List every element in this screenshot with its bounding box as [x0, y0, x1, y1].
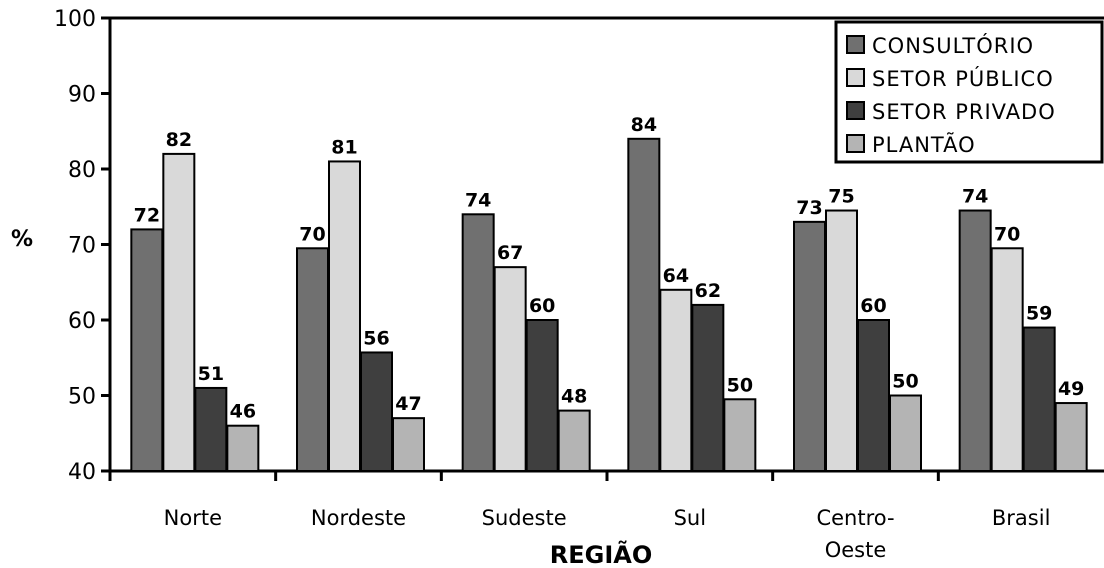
legend-entry: SETOR PÚBLICO — [872, 66, 1054, 91]
data-label: 50 — [892, 371, 918, 393]
legend-entry: PLANTÃO — [872, 131, 976, 157]
data-label: 50 — [727, 374, 753, 396]
bar — [1054, 402, 1088, 472]
x-tick-label: Brasil — [992, 506, 1051, 530]
y-axis-label: % — [11, 227, 33, 252]
legend-swatch — [846, 134, 865, 153]
bar — [525, 319, 559, 472]
data-label: 46 — [230, 401, 256, 423]
x-tick-label: Sul — [674, 506, 706, 530]
bar — [723, 398, 757, 472]
bar — [194, 386, 228, 473]
data-label: 74 — [465, 189, 491, 211]
bar — [162, 152, 196, 472]
bar — [1022, 326, 1056, 472]
data-label: 51 — [198, 363, 224, 385]
y-tick-label: 60 — [68, 309, 96, 334]
data-label: 70 — [299, 223, 325, 245]
legend-swatch — [846, 35, 865, 54]
y-tick-label: 80 — [68, 158, 96, 183]
legend-swatch — [846, 101, 865, 120]
data-label: 81 — [331, 136, 357, 158]
legend-entry: SETOR PRIVADO — [872, 100, 1056, 124]
legend-box — [834, 20, 1104, 164]
bar — [825, 209, 858, 472]
data-label: 84 — [631, 114, 657, 136]
data-label: 72 — [134, 204, 160, 226]
bar — [360, 351, 393, 472]
x-tick-label: Oeste — [825, 538, 887, 562]
bar — [130, 228, 164, 472]
legend-swatch — [846, 68, 865, 87]
bar — [627, 137, 661, 473]
bar — [659, 288, 693, 472]
bar — [990, 247, 1024, 472]
y-tick-label: 90 — [68, 83, 96, 108]
data-label: 67 — [497, 242, 523, 264]
bar — [461, 213, 495, 473]
data-label: 59 — [1026, 303, 1052, 325]
y-tick-label: 70 — [68, 234, 96, 259]
bar — [557, 409, 591, 473]
data-label: 62 — [695, 280, 721, 302]
y-tick-label: 40 — [68, 460, 96, 485]
bar — [793, 220, 826, 472]
legend: CONSULTÓRIO SETOR PÚBLICO SETOR PRIVADO PLA… — [834, 20, 1104, 164]
data-label: 64 — [663, 265, 689, 287]
data-label: 48 — [561, 386, 587, 408]
bar — [392, 417, 425, 472]
bar — [889, 394, 922, 472]
plot-marks: 40 50 60 70 80 90 100 72 82 51 46 Norte 70 81 56 47 Nord… — [54, 7, 1104, 562]
data-label: 56 — [363, 327, 389, 349]
data-label: 82 — [166, 129, 192, 151]
bar — [226, 424, 260, 473]
y-tick-label: 100 — [54, 7, 96, 32]
data-label: 75 — [828, 186, 854, 208]
data-label: 49 — [1058, 378, 1084, 400]
data-label: 70 — [994, 223, 1020, 245]
x-tick-label: Norte — [164, 506, 222, 530]
x-axis-label: REGIÃO — [550, 540, 652, 568]
legend-entry: CONSULTÓRIO — [872, 33, 1034, 58]
bar — [493, 266, 527, 472]
x-tick-label: Sudeste — [482, 506, 567, 530]
data-label: 47 — [395, 393, 421, 415]
bar — [296, 247, 329, 472]
y-tick-label: 50 — [68, 385, 96, 410]
data-label: 60 — [860, 295, 886, 317]
bar — [691, 303, 725, 472]
data-label: 73 — [796, 197, 822, 219]
x-tick-label: Centro- — [816, 506, 894, 530]
data-label: 74 — [962, 186, 988, 208]
bar — [857, 319, 890, 472]
bar — [328, 160, 361, 472]
bar — [958, 209, 992, 472]
data-label: 60 — [529, 295, 555, 317]
x-tick-label: Nordeste — [311, 506, 406, 530]
